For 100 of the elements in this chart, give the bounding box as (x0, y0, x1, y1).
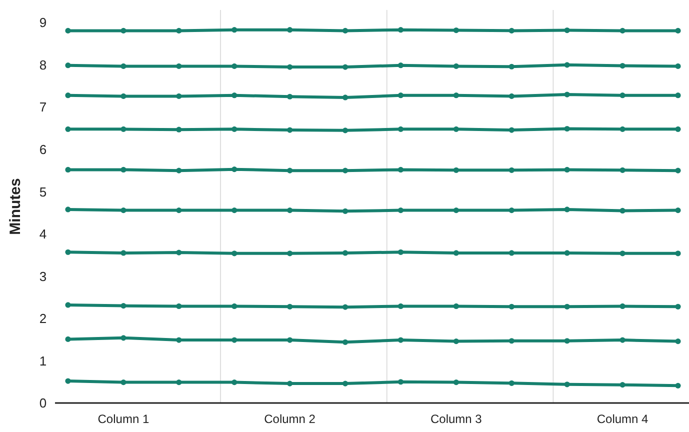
point (120, 28, 126, 34)
point (620, 208, 626, 214)
point (453, 250, 459, 256)
point (398, 379, 404, 385)
point (620, 337, 626, 343)
point (120, 63, 126, 70)
point (508, 304, 514, 310)
point (342, 28, 348, 34)
point (65, 378, 71, 384)
point (287, 27, 293, 33)
point (453, 208, 459, 214)
point (120, 335, 126, 341)
point (65, 126, 71, 132)
point (453, 379, 459, 386)
x-tick-label: Column 4 (596, 412, 649, 426)
point (232, 208, 238, 214)
point (508, 380, 514, 386)
point (342, 304, 348, 310)
point (453, 338, 459, 344)
point (65, 92, 71, 98)
point (65, 28, 71, 34)
point (508, 28, 514, 34)
y-tick-label: 3 (39, 268, 47, 284)
y-tick-label: 4 (39, 226, 47, 242)
point (287, 304, 293, 310)
point (675, 92, 681, 98)
point (120, 166, 126, 173)
y-tick-label: 5 (39, 184, 47, 200)
point (65, 249, 71, 255)
point (120, 93, 126, 100)
point (176, 28, 182, 34)
point (564, 126, 570, 132)
point (675, 168, 681, 174)
point (398, 166, 404, 173)
point (287, 337, 293, 343)
point (508, 127, 514, 133)
point (398, 208, 404, 214)
point (620, 126, 626, 132)
point (398, 92, 404, 98)
point (620, 250, 626, 256)
point (232, 92, 238, 98)
point (65, 336, 71, 342)
point (453, 63, 459, 70)
point (564, 382, 570, 388)
point (232, 337, 238, 343)
point (675, 250, 681, 256)
point (287, 208, 293, 214)
point (120, 126, 126, 132)
point (232, 126, 238, 132)
point (398, 126, 404, 132)
point (508, 64, 514, 70)
point (232, 166, 238, 172)
point (620, 92, 626, 98)
point (232, 27, 238, 33)
point (675, 382, 681, 388)
y-tick-label: 2 (39, 311, 47, 326)
point (675, 28, 681, 34)
point (65, 302, 71, 308)
point (564, 206, 570, 212)
point (398, 27, 404, 33)
y-tick-label: 8 (39, 57, 47, 72)
point (675, 208, 681, 214)
point (120, 250, 126, 256)
point (564, 250, 570, 256)
point (620, 28, 626, 34)
point (675, 338, 681, 344)
point (65, 206, 71, 212)
y-tick-label: 1 (39, 353, 47, 368)
point (176, 337, 182, 343)
point (508, 93, 514, 100)
point (287, 94, 293, 100)
point (564, 304, 570, 310)
point (398, 303, 404, 310)
y-tick-label: 6 (39, 142, 47, 157)
point (675, 63, 681, 70)
point (287, 127, 293, 133)
point (453, 27, 459, 34)
point (176, 93, 182, 100)
point (620, 167, 626, 173)
y-tick-label: 0 (39, 396, 47, 411)
x-tick-label: Column 3 (430, 412, 482, 426)
point (176, 379, 182, 386)
point (342, 168, 348, 174)
point (287, 380, 293, 386)
point (398, 337, 404, 343)
point (342, 208, 348, 214)
point (508, 250, 514, 256)
y-tick-label: 7 (39, 100, 47, 115)
point (620, 303, 626, 310)
y-axis-title: Minutes (7, 178, 24, 235)
point (342, 128, 348, 134)
point (232, 63, 238, 70)
y-tick-label: 9 (39, 15, 47, 30)
point (287, 250, 293, 256)
point (675, 126, 681, 132)
point (120, 379, 126, 386)
x-tick-label: Column 2 (264, 412, 316, 426)
point (65, 62, 71, 68)
point (342, 64, 348, 70)
point (287, 64, 293, 70)
